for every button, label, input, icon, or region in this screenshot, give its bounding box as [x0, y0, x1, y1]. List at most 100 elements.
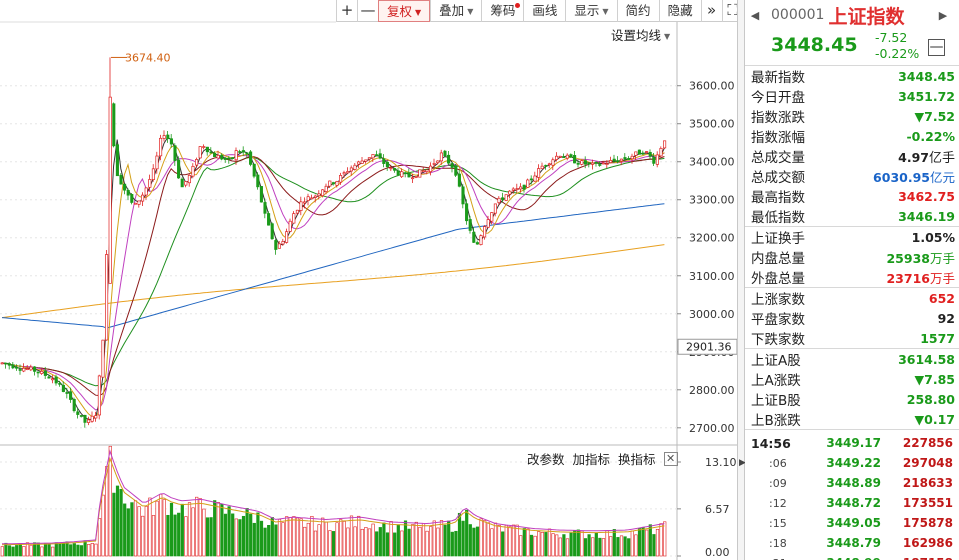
candle-down: [616, 160, 620, 163]
candle-up: [144, 187, 148, 196]
volume-bar: [285, 516, 289, 557]
stat-number: 3614.58: [898, 351, 955, 367]
candle-up: [22, 367, 26, 372]
stat-number: 4.97: [898, 149, 929, 165]
candle-down: [54, 376, 58, 384]
volume-bar: [94, 543, 98, 557]
stat-row: 外盘总量 23716万手: [745, 267, 959, 288]
chips-button[interactable]: 筹码: [481, 0, 523, 22]
minimize-button[interactable]: —: [928, 39, 945, 56]
stat-row: 最高指数 3462.75: [745, 186, 959, 207]
candle-up: [151, 168, 155, 180]
stat-label: 外盘总量: [751, 271, 805, 287]
volume-bar: [202, 508, 206, 557]
candle-up: [281, 241, 285, 245]
volume-bar: [637, 528, 642, 557]
candle-down: [457, 173, 461, 187]
candle-up: [663, 140, 667, 149]
candle-up: [303, 201, 307, 204]
current-price: 3448.45: [771, 34, 858, 56]
volume-bar: [454, 530, 458, 557]
fullscreen-button[interactable]: ⛶: [721, 0, 743, 22]
stat-row: 上证A股 3614.58: [745, 349, 959, 370]
tick-price: 3448.72: [826, 496, 881, 510]
stat-row: 指数涨跌 ▼7.52: [745, 106, 959, 127]
candle-up: [162, 135, 166, 139]
more-button[interactable]: »: [700, 0, 722, 22]
stat-row: 指数涨幅 -0.22%: [745, 126, 959, 147]
stat-number: 1.05%: [911, 229, 955, 245]
candle-down: [245, 152, 249, 155]
volume-bar: [231, 513, 235, 557]
simple-button[interactable]: 简约: [616, 0, 659, 22]
candle-up: [439, 152, 443, 162]
volume-axis-label: 0.00: [705, 546, 730, 559]
hide-button[interactable]: 隐藏: [658, 0, 701, 22]
candle-down: [598, 164, 602, 166]
volume-bar: [573, 530, 577, 557]
stat-value: ▼7.52: [915, 109, 955, 124]
volume-bar: [144, 506, 148, 557]
candle-down: [249, 151, 253, 165]
zoom-in-button[interactable]: +: [336, 0, 357, 22]
overlay-button[interactable]: 叠加 ▼: [430, 0, 481, 22]
volume-bar: [378, 527, 382, 557]
candle-down: [47, 376, 51, 379]
kline-chart-area[interactable]: 3600.00 3500.00 3400.00 3300.00 3200.00 3100.…: [0, 0, 743, 560]
quote-header: ◀ 000001 上证指数 ▶: [745, 0, 959, 30]
candle-down: [33, 366, 37, 372]
panel-splitter[interactable]: ▶: [737, 0, 746, 560]
candle-up: [609, 160, 613, 163]
zoom-out-button[interactable]: —: [357, 0, 378, 22]
candle-up: [364, 159, 368, 162]
stat-row: 总成交额 6030.95亿元: [745, 166, 959, 187]
prev-stock-icon[interactable]: ◀: [750, 8, 760, 22]
candle-up: [159, 137, 163, 157]
next-stock-icon[interactable]: ▶: [938, 8, 948, 22]
price-change-pct: -0.22%: [875, 46, 920, 61]
ma5-line: [1, 136, 665, 421]
candle-up: [425, 169, 429, 173]
display-button[interactable]: 显示 ▼: [565, 0, 616, 22]
switch-indicator-button[interactable]: 换指标: [618, 452, 656, 467]
candle-up: [547, 163, 551, 166]
tick-row: :12 3448.72 173551: [745, 493, 959, 513]
volume-bar: [47, 543, 51, 557]
volume-bar: [565, 538, 570, 557]
kline-chart[interactable]: 3600.00 3500.00 3400.00 3300.00 3200.00 3100.…: [0, 0, 737, 560]
candle-down: [461, 186, 465, 205]
candle-up: [360, 160, 364, 164]
candle-down: [72, 398, 76, 412]
candle-up: [317, 193, 321, 197]
volume-bar: [324, 521, 328, 557]
add-indicator-button[interactable]: 加指标: [572, 452, 611, 467]
candle-up: [634, 151, 638, 156]
draw-line-button[interactable]: 画线: [523, 0, 565, 22]
volume-bar: [375, 531, 379, 557]
stat-label: 上证B股: [751, 393, 801, 409]
volume-bar: [648, 524, 652, 557]
volume-bar: [533, 535, 537, 557]
tick-list[interactable]: 14:56 3449.17 227856:06 3449.22 297048:09 344…: [745, 430, 959, 560]
tick-time: 14:56: [751, 435, 791, 451]
stat-label: 上涨家数: [751, 292, 805, 308]
stat-label: 指数涨跌: [751, 110, 805, 126]
tick-time: :09: [769, 476, 787, 490]
candle-up: [432, 163, 436, 165]
volume-bar: [439, 520, 444, 557]
candle-down: [652, 156, 656, 164]
change-params-button[interactable]: 改参数: [527, 452, 565, 467]
adjust-button[interactable]: 复权 ▼: [378, 0, 431, 22]
candle-up: [187, 175, 191, 184]
candle-up: [155, 155, 159, 170]
volume-bar: [177, 512, 181, 557]
collapse-arrow-icon[interactable]: ▶: [739, 458, 746, 468]
volume-bar: [270, 517, 274, 557]
candle-down: [83, 414, 87, 423]
volume-bar: [108, 445, 112, 557]
volume-bar: [486, 522, 490, 557]
close-icon[interactable]: ✕: [663, 451, 678, 466]
candle-up: [321, 189, 325, 196]
ma-setting-menu[interactable]: 设置均线 ▼: [611, 25, 670, 44]
price-change: -7.52: [875, 30, 908, 45]
